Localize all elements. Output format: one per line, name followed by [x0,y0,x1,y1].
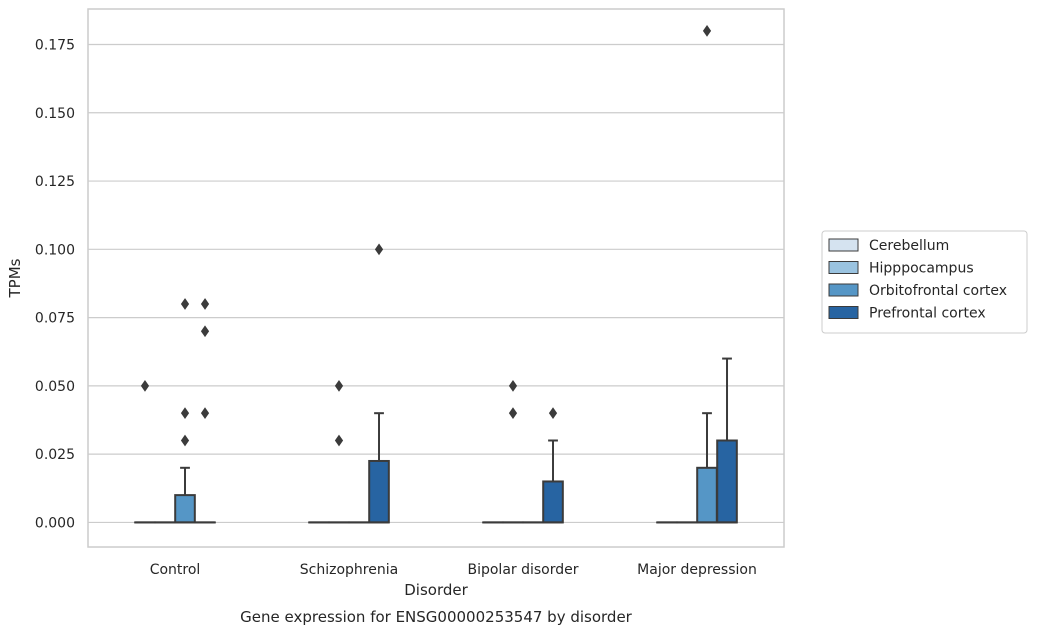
y-tick-label: 0.125 [35,174,75,190]
legend-label: Prefrontal cortex [869,306,986,322]
box-iqr [174,494,196,524]
y-tick-label: 0.000 [35,515,75,531]
outlier-point [334,434,344,447]
y-tick-label: 0.050 [35,379,75,395]
box-group [696,24,718,524]
outlier-point [334,380,344,392]
y-tick-label: 0.150 [35,106,75,122]
y-tick-label: 0.075 [35,311,75,327]
legend-label: Hipppocampus [869,261,974,277]
grid-lines [88,43,784,524]
y-tick-label: 0.175 [35,38,75,54]
y-tick-label: 0.100 [35,242,75,258]
x-tick-label: Bipolar disorder [467,562,578,578]
chart-title: Gene expression for ENSG00000253547 by d… [240,608,633,626]
box-group [134,380,156,524]
legend-swatch [828,306,859,319]
outlier-point [200,325,210,338]
plot-frame [87,8,785,548]
outlier-point [200,298,210,310]
legend-swatch [828,283,859,297]
legend-swatch [828,238,859,252]
y-tick-label: 0.025 [35,447,75,463]
legend: Cerebellum Hipppocampus Orbitofrontal cort… [821,230,1028,334]
outlier-point [508,407,518,420]
box-iqr [368,459,390,524]
outlier-point [200,407,210,420]
box-group [502,380,524,524]
outlier-point [702,24,712,37]
outlier-point [374,243,384,256]
x-axis-ticks: Control Schizophrenia Bipolar disorder Majo… [150,562,757,578]
legend-swatch [828,261,859,274]
outlier-point [508,380,518,392]
legend-label: Cerebellum [869,238,949,254]
y-axis-label: TPMs [6,258,24,298]
box-iqr [542,480,564,524]
outlier-point [548,407,558,420]
outlier-point [180,298,190,310]
legend-frame [821,230,1028,334]
outlier-point [180,434,190,447]
legend-label: Orbitofrontal cortex [869,283,1007,299]
box-group [174,298,196,524]
outlier-point [140,380,150,392]
box-iqr [696,466,718,524]
box-group [368,243,390,524]
x-axis-label: Disorder [404,581,468,599]
y-axis-ticks: 0.000 0.025 0.050 0.075 0.100 0.125 0.150 0.175 [35,38,75,532]
box-group [194,298,216,524]
box-group [716,357,738,524]
box-elements [134,24,738,524]
x-tick-label: Control [150,562,201,578]
x-tick-label: Major depression [637,562,757,578]
box-group [542,407,564,524]
x-tick-label: Schizophrenia [300,562,398,578]
outlier-point [180,407,190,420]
box-iqr [716,439,738,524]
box-group [328,380,350,524]
